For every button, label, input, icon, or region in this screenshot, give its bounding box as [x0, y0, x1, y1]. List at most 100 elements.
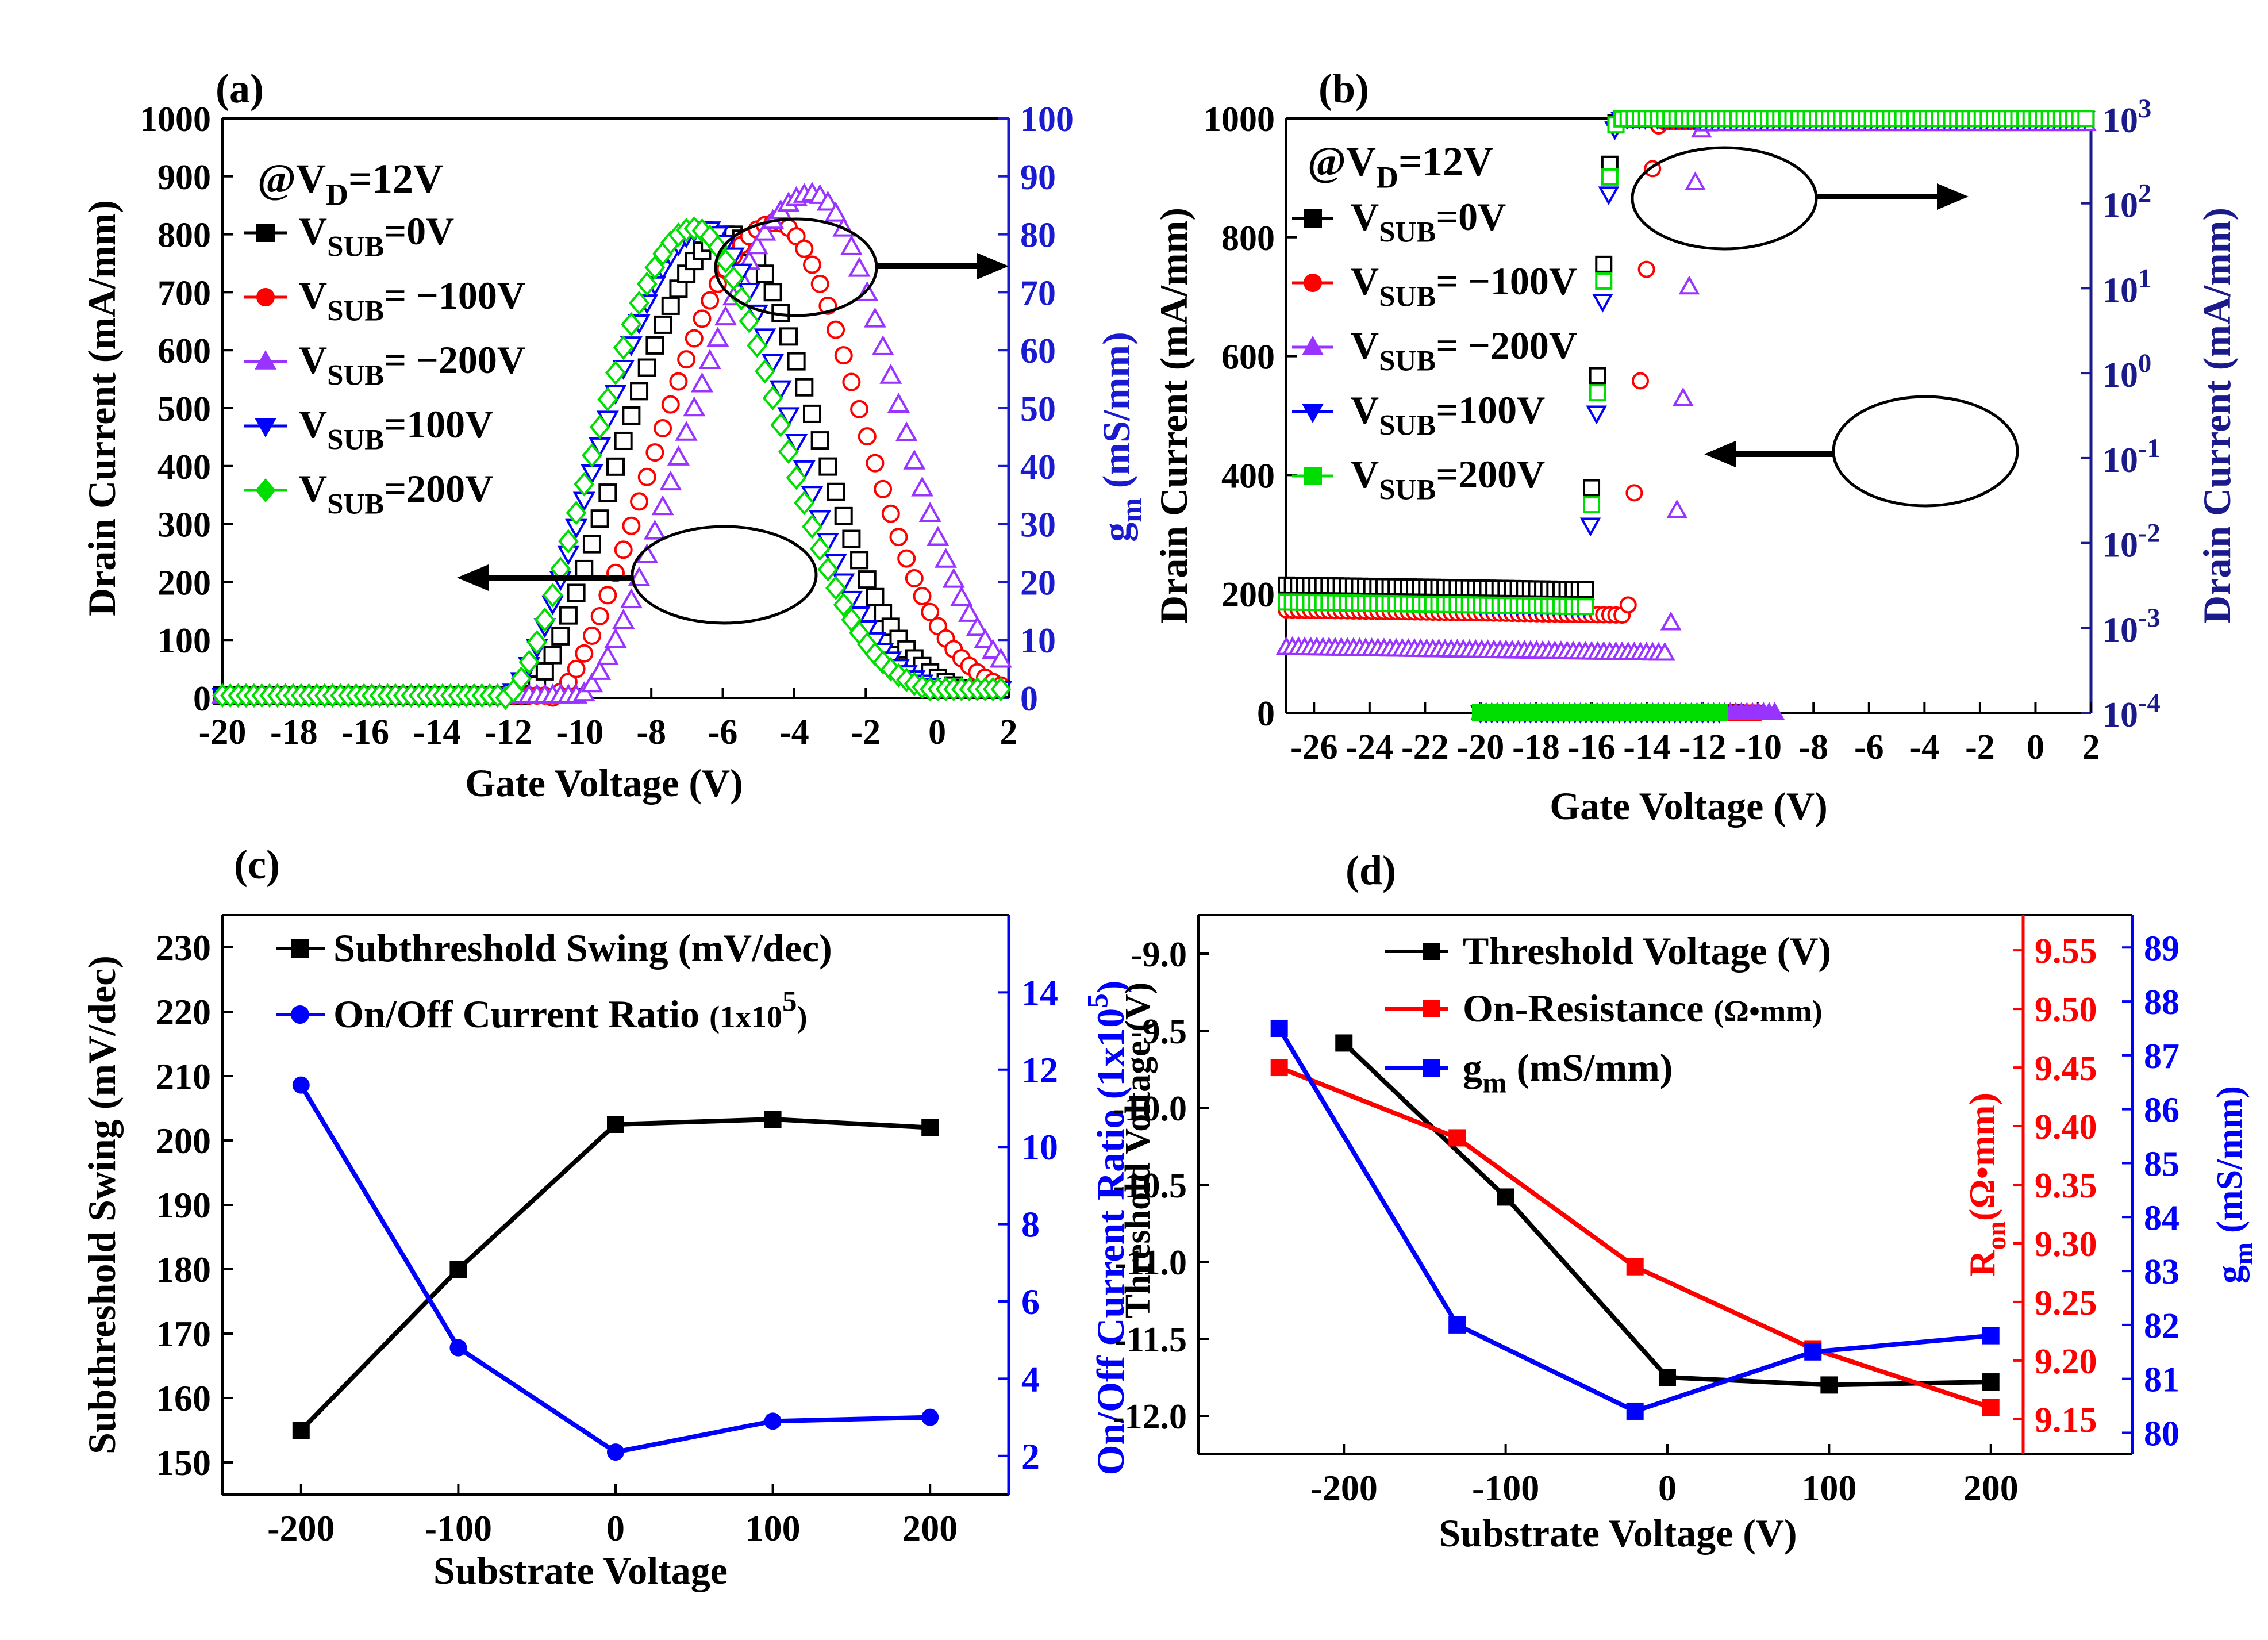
panel-d-y2tick-label: 9.25: [2035, 1284, 2097, 1323]
panel-a-gm-point: [612, 609, 635, 629]
panel-a-legend-marker: [256, 224, 275, 242]
panel-a-legend-label-part: SUB: [327, 424, 384, 456]
panel-b-y2tick-label-part: -3: [2138, 604, 2161, 633]
panel-a-legend-label-part: V: [299, 209, 327, 253]
panel-b-legend-marker: [1302, 335, 1324, 355]
panel-a-gm-point: [614, 540, 633, 559]
panel-a-gm-point: [866, 587, 885, 606]
panel-a-legend-label-part: V: [299, 467, 327, 510]
panel-d-series-1: [1270, 1059, 2000, 1416]
panel-d-xtick-label: 100: [1801, 1468, 1856, 1508]
panel-d-y3tick-label: 84: [2144, 1199, 2179, 1238]
panel-a: -20 -18 -16 -14 -12 -10 -8 -6 -4 -2 0 2010020030040…: [80, 66, 1148, 805]
panel-a-gm-point: [645, 336, 664, 355]
panel-a-legend-label-part: SUB: [327, 295, 384, 327]
panel-b-xlabel: Gate Voltage (V): [1550, 784, 1827, 828]
panel-a-xtick-label: 2: [1000, 713, 1018, 752]
panel-a-xlabel: Gate Voltage (V): [465, 761, 743, 805]
panel-a-gm-point: [842, 529, 861, 548]
panel-d-y2tick-label: 9.35: [2035, 1166, 2097, 1205]
panel-a-gm-point: [850, 551, 869, 570]
panel-d-y3tick-label: 83: [2144, 1253, 2179, 1292]
panel-a-gm-point: [675, 421, 698, 441]
panel-a-gm-point: [667, 445, 690, 466]
panel-a-gm-point: [809, 536, 831, 562]
panel-d-ytick-label: -11.0: [1114, 1243, 1187, 1282]
panel-b-y2tick-label-part: 10: [2102, 271, 2138, 310]
panel-c-ytick-label: 190: [156, 1185, 211, 1226]
panel-a-gm-point: [786, 465, 807, 490]
panel-a-gm-point: [575, 559, 594, 578]
panel-b-log-point: [1595, 272, 1613, 290]
panel-a-gm-point: [596, 645, 619, 665]
panel-a-gm-point: [659, 470, 682, 491]
panel-a-gm-point: [863, 307, 886, 328]
panel-b-legend-label-part: SUB: [1379, 409, 1436, 441]
panel-b-log-point: [2077, 110, 2095, 128]
panel-b-y2tick-label: 102: [2102, 179, 2151, 225]
panel-a-gm-point: [629, 290, 650, 316]
panel-d-point: [1335, 1034, 1353, 1052]
panel-c-xtick-label: -100: [425, 1508, 492, 1549]
panel-a-legend-label: VSUB=100V: [299, 402, 493, 456]
panel-b-legend-label-part: = −200V: [1436, 324, 1577, 367]
panel-d-point: [1982, 1373, 2000, 1391]
panel-d-ytick-label: -10.0: [1113, 1089, 1187, 1128]
panel-c-ytick-label: 170: [156, 1313, 211, 1354]
panel-a-gm-point: [590, 509, 609, 528]
panel-c-ylabel: Subthreshold Swing (mV/dec): [80, 955, 124, 1454]
panel-b-legend-label-part: V: [1351, 324, 1379, 367]
panel-d-y3tick-label: 89: [2144, 929, 2179, 968]
panel-c-point: [607, 1116, 624, 1133]
panel-a-gm-point: [731, 286, 752, 311]
panel-a-gm-point: [643, 519, 666, 540]
panel-d-point: [1270, 1019, 1288, 1037]
panel-a-gm-point: [874, 479, 893, 498]
panel-a-gm-point: [927, 525, 950, 546]
panel-b-xtick-label: 2: [2082, 728, 2100, 767]
panel-a-arrow-right-head: [977, 253, 1009, 279]
panel-c-xtick-label: 100: [745, 1508, 801, 1549]
panel-d: -200 -100 0 100 200 -9.0 -9.5 -10.0 -10.5 -11.0 -1…: [1113, 847, 2259, 1555]
panel-a-legend-label: VSUB=0V: [299, 209, 454, 263]
panel-c-ytick-label: 230: [156, 927, 211, 968]
panel-b-condition-part: D: [1376, 160, 1398, 195]
panel-b-y2tick-label-part: 0: [2138, 349, 2151, 378]
panel-a-gm-point: [637, 358, 656, 377]
panel-a-gm-point: [567, 583, 586, 602]
panel-a-gm-point: [754, 359, 775, 384]
panel-b-log-point: [1637, 260, 1655, 278]
panel-a-condition: @VD=12V: [257, 156, 443, 212]
panel-c-series-0: [292, 1111, 939, 1439]
panel-a-gm-point: [651, 495, 674, 516]
panel-d-y3tick-label: 88: [2144, 983, 2179, 1022]
panel-c-xtick-label: -200: [267, 1508, 335, 1549]
panel-a-gm-point: [989, 647, 1012, 668]
panel-b-legend-label-part: SUB: [1379, 281, 1436, 313]
panel-c-ytick-label: 220: [156, 992, 211, 1032]
panel-b-legend-marker: [1304, 467, 1322, 485]
panel-a-gm-point: [787, 352, 806, 371]
panel-a-y2tick-label: 60: [1020, 332, 1056, 371]
panel-b-legend-label-part: V: [1351, 452, 1379, 496]
panel-b-arrow-right-head: [1937, 183, 1969, 210]
panel-a-gm-point: [535, 662, 554, 681]
panel-c-point: [764, 1412, 782, 1430]
panel-d-legend-label-part: m: [1482, 1067, 1506, 1099]
panel-d-point: [1448, 1129, 1466, 1147]
panel-a-gm-point: [559, 606, 578, 625]
panel-a-gm-point: [858, 427, 877, 446]
panel-a-xtick-label: -14: [413, 713, 461, 752]
panel-b-ytick-label: 1000: [1204, 100, 1275, 139]
panel-a-gm-point: [534, 607, 555, 632]
panel-c-y2tick-label: 6: [1021, 1281, 1040, 1322]
panel-a-gm-point: [905, 569, 924, 587]
panel-c-ytick-label: 210: [156, 1056, 211, 1097]
panel-c-series-1: [292, 1076, 939, 1461]
panel-d-legend-label-part: (Ω•mm): [1713, 994, 1822, 1028]
panel-a-legend-label-part: V: [299, 274, 327, 317]
panel-b-y2tick-label-part: 10: [2102, 610, 2138, 650]
panel-c-y2tick-label: 14: [1021, 972, 1058, 1013]
panel-d-y3label-part: g: [2209, 1265, 2250, 1284]
